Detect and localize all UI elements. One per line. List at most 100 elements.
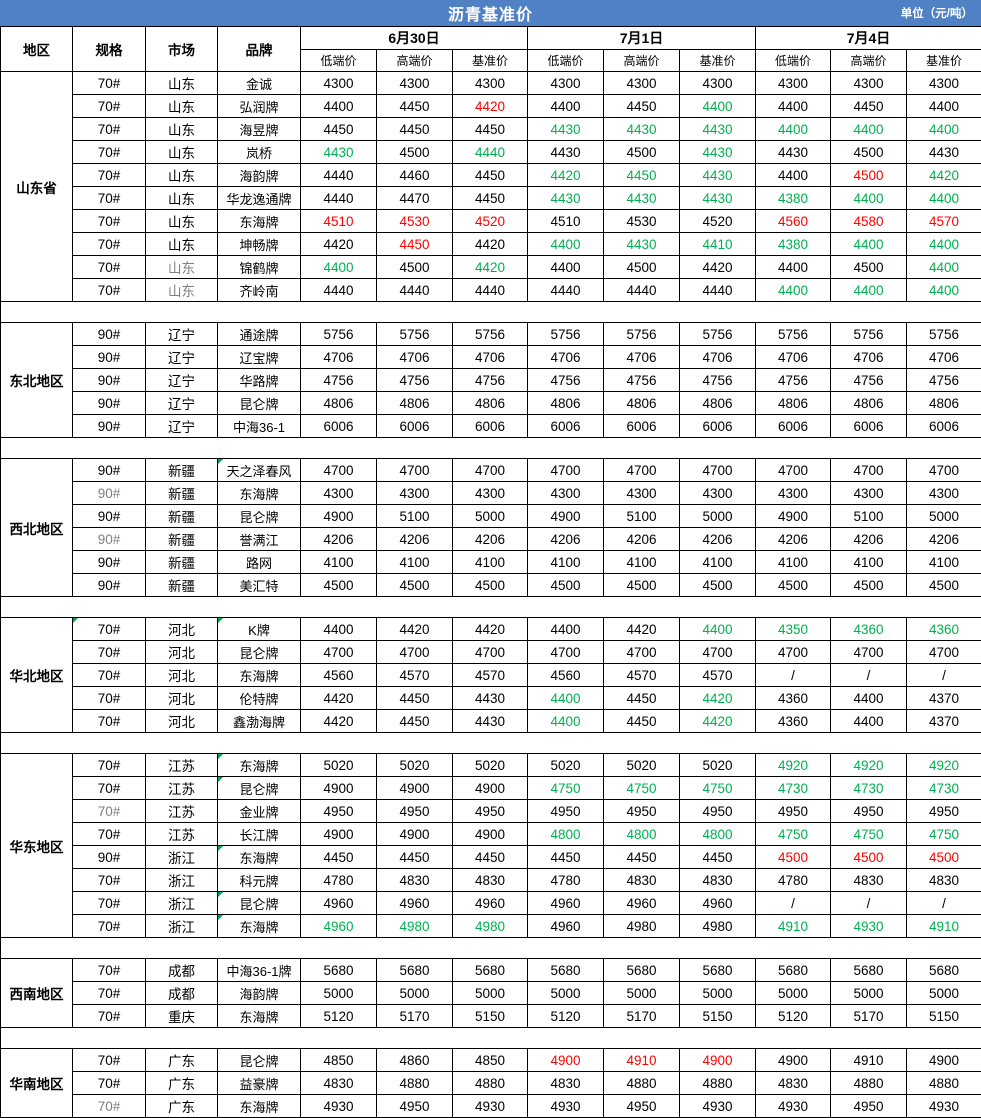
cell-price-2-1: 4580 <box>831 210 907 233</box>
cell-price-2-1: 4400 <box>831 710 907 733</box>
cell-spec: 70# <box>73 959 146 982</box>
cell-market: 浙江 <box>146 892 218 915</box>
cell-price-1-1: 5756 <box>604 323 680 346</box>
cell-brand: 昆仑牌 <box>218 777 301 800</box>
cell-market: 新疆 <box>146 528 218 551</box>
cell-market: 新疆 <box>146 505 218 528</box>
cell-price-1-0: 4450 <box>528 846 604 869</box>
cell-spec: 70# <box>73 95 146 118</box>
section-spacer <box>1 302 981 323</box>
cell-price-2-2: 4700 <box>907 641 981 664</box>
cell-price-0-2: 5000 <box>453 505 528 528</box>
cell-price-0-0: 4100 <box>301 551 377 574</box>
cell-price-1-2: 4300 <box>680 72 756 95</box>
cell-price-2-2: 5000 <box>907 982 981 1005</box>
cell-price-2-1: 4400 <box>831 233 907 256</box>
cell-brand: 海昱牌 <box>218 118 301 141</box>
cell-price-1-0: 6006 <box>528 415 604 438</box>
cell-price-2-1: 4750 <box>831 823 907 846</box>
cell-spec: 70# <box>73 233 146 256</box>
cell-price-1-2: 5000 <box>680 505 756 528</box>
cell-market: 辽宁 <box>146 323 218 346</box>
cell-market: 河北 <box>146 618 218 641</box>
subcol-base-2: 基准价 <box>907 50 981 72</box>
cell-price-1-1: 4440 <box>604 279 680 302</box>
cell-brand: 路网 <box>218 551 301 574</box>
cell-price-2-1: 4830 <box>831 869 907 892</box>
cell-brand: 东海牌 <box>218 846 301 869</box>
cell-price-0-1: 4700 <box>377 459 453 482</box>
cell-price-2-2: 4950 <box>907 800 981 823</box>
cell-price-1-0: 4440 <box>528 279 604 302</box>
cell-price-2-1: 4806 <box>831 392 907 415</box>
cell-price-2-2: 4100 <box>907 551 981 574</box>
cell-price-1-1: 6006 <box>604 415 680 438</box>
cell-brand: 弘润牌 <box>218 95 301 118</box>
cell-price-0-2: 4206 <box>453 528 528 551</box>
cell-brand: 东海牌 <box>218 915 301 938</box>
cell-price-1-1: 4450 <box>604 846 680 869</box>
cell-price-2-1: 4360 <box>831 618 907 641</box>
cell-price-1-1: 4830 <box>604 869 680 892</box>
cell-price-2-0: 4400 <box>756 164 831 187</box>
cell-price-2-0: / <box>756 892 831 915</box>
cell-price-2-0: 4730 <box>756 777 831 800</box>
cell-brand: 鑫渤海牌 <box>218 710 301 733</box>
cell-price-1-1: 5170 <box>604 1005 680 1028</box>
subcol-low-1: 低端价 <box>528 50 604 72</box>
cell-price-1-2: 4400 <box>680 618 756 641</box>
cell-price-1-1: 4450 <box>604 164 680 187</box>
col-header-region: 地区 <box>1 27 73 72</box>
cell-spec: 90# <box>73 574 146 597</box>
cell-price-2-0: 4806 <box>756 392 831 415</box>
cell-price-0-2: 5680 <box>453 959 528 982</box>
cell-price-2-1: 5000 <box>831 982 907 1005</box>
cell-price-2-0: 4700 <box>756 459 831 482</box>
cell-price-1-1: 4430 <box>604 187 680 210</box>
cell-price-0-1: 4450 <box>377 846 453 869</box>
cell-spec: 70# <box>73 800 146 823</box>
cell-price-1-1: 4450 <box>604 95 680 118</box>
cell-price-1-1: 4950 <box>604 800 680 823</box>
cell-price-2-0: 4900 <box>756 505 831 528</box>
cell-price-0-1: 4470 <box>377 187 453 210</box>
cell-price-1-2: 4900 <box>680 1049 756 1072</box>
cell-spec: 90# <box>73 482 146 505</box>
cell-price-2-2: 4400 <box>907 187 981 210</box>
cell-market: 山东 <box>146 72 218 95</box>
cell-price-0-0: 4450 <box>301 118 377 141</box>
cell-price-1-0: 4930 <box>528 1095 604 1118</box>
cell-price-2-2: 4880 <box>907 1072 981 1095</box>
cell-price-2-2: / <box>907 892 981 915</box>
cell-market: 辽宁 <box>146 369 218 392</box>
cell-price-1-1: 4950 <box>604 1095 680 1118</box>
cell-price-1-1: 4700 <box>604 641 680 664</box>
cell-price-0-2: 4440 <box>453 141 528 164</box>
cell-price-0-1: 4860 <box>377 1049 453 1072</box>
cell-price-1-1: 4450 <box>604 710 680 733</box>
cell-brand: 中海36-1 <box>218 415 301 438</box>
cell-price-1-0: 4206 <box>528 528 604 551</box>
cell-market: 江苏 <box>146 754 218 777</box>
cell-price-1-0: 4300 <box>528 72 604 95</box>
cell-market: 江苏 <box>146 777 218 800</box>
cell-brand: 昆仑牌 <box>218 392 301 415</box>
cell-price-1-2: 4500 <box>680 574 756 597</box>
cell-price-0-0: 4440 <box>301 279 377 302</box>
spacer-cell <box>1 1028 981 1049</box>
cell-price-2-1: 4400 <box>831 118 907 141</box>
cell-price-0-1: 4100 <box>377 551 453 574</box>
cell-price-0-0: 4700 <box>301 641 377 664</box>
cell-price-0-1: 4500 <box>377 256 453 279</box>
